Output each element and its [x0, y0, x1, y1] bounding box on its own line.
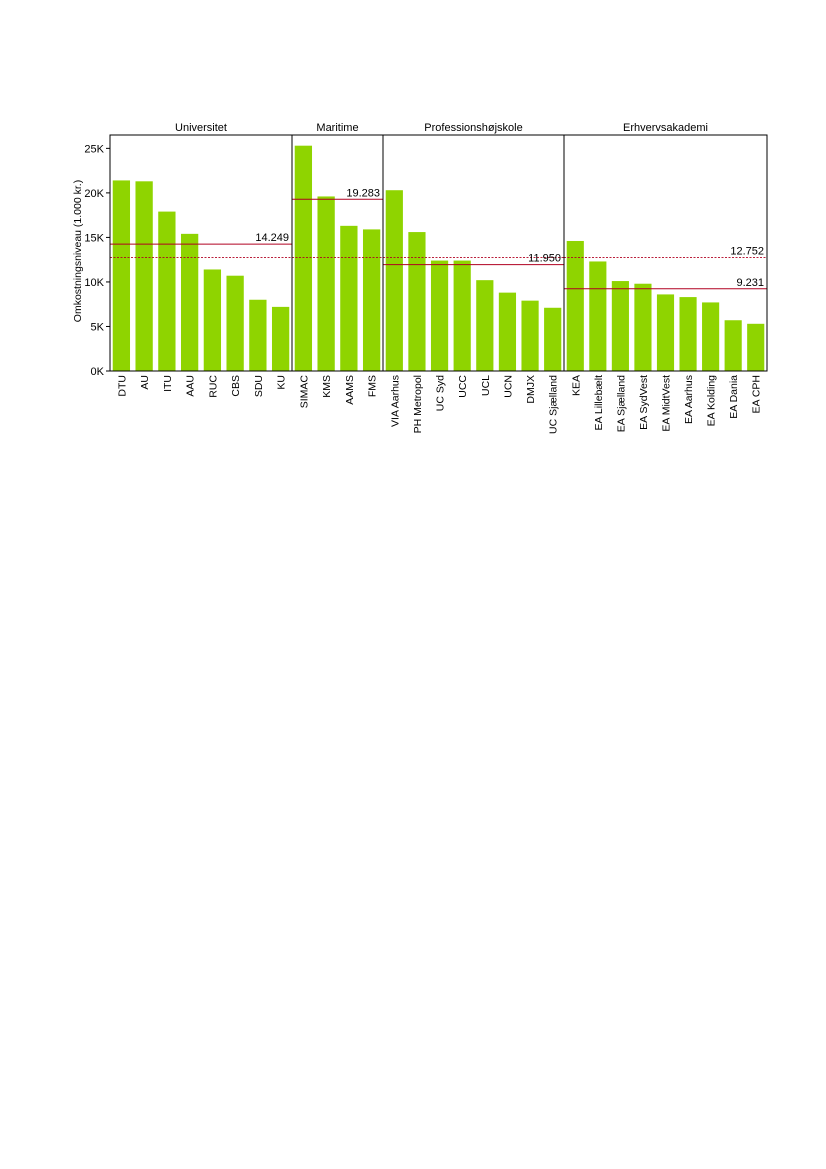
x-tick-label: DTU — [116, 375, 128, 397]
y-tick-label: 25K — [84, 143, 104, 155]
bar — [249, 299, 267, 371]
x-tick-label: AAMS — [344, 375, 356, 405]
bar — [476, 280, 494, 371]
x-tick-label: EA Dania — [728, 375, 740, 419]
x-tick-label: AU — [139, 375, 151, 390]
x-tick-label: VIA Aarhus — [389, 375, 401, 427]
bar — [180, 233, 199, 371]
y-tick-label: 15K — [84, 232, 104, 244]
x-tick-label: DMJX — [525, 375, 537, 404]
panel-mean-label: 9.231 — [736, 277, 764, 289]
x-tick-label: KU — [276, 375, 288, 390]
bar — [362, 229, 381, 371]
panel-3: Erhvervsakademi KEA EA Lillebælt EA Sjællan… — [563, 122, 768, 432]
x-tick-label: EA CPH — [751, 375, 763, 414]
bar — [271, 306, 290, 371]
bar — [408, 232, 426, 371]
x-tick-label: FMS — [367, 375, 379, 397]
x-tick-label: AAU — [185, 375, 197, 397]
x-tick-label: KEA — [570, 375, 582, 396]
y-tick-label: 20K — [84, 188, 104, 200]
x-tick-label: UCN — [502, 375, 514, 398]
bar — [566, 240, 584, 371]
panel-mean-label: 14.249 — [255, 232, 289, 244]
bar — [589, 261, 607, 371]
x-tick-label: PH Metropol — [412, 375, 424, 433]
panel-border — [563, 134, 768, 372]
bar — [226, 275, 244, 371]
bar — [702, 302, 720, 371]
bar — [634, 283, 652, 371]
x-tick-label: ITU — [162, 375, 174, 392]
y-axis-label: Omkostningsniveau (1.000 kr.) — [72, 180, 84, 322]
x-tick-label: EA Sjælland — [615, 375, 627, 432]
y-tick-label: 10K — [84, 277, 104, 289]
x-tick-label: EA Kolding — [706, 375, 718, 427]
bar — [294, 145, 313, 371]
bar — [611, 281, 629, 371]
x-tick-label: EA MidtVest — [661, 375, 673, 432]
bar — [385, 190, 403, 371]
x-tick-label: EA Aarhus — [683, 375, 695, 424]
x-tick-label: RUC — [207, 375, 219, 398]
bar — [430, 260, 449, 371]
panel-0: Universitet DTU AU ITU AAU RUC CBS SDU KU 14.249 — [109, 122, 293, 398]
y-axis: 0K 5K 10K 15K 20K 25K — [84, 143, 110, 378]
bar — [453, 260, 471, 371]
bar — [747, 323, 765, 371]
overall-mean-label: 12.752 — [730, 245, 764, 257]
bar — [544, 307, 562, 371]
bar — [724, 320, 742, 371]
bar — [521, 300, 539, 371]
x-tick-label: UC Sjælland — [548, 375, 560, 434]
bar — [656, 294, 675, 371]
x-tick-label: UC Syd — [435, 375, 447, 411]
panel-2: Professionshøjskole VIA Aarhus PH Metropol… — [382, 122, 565, 434]
bar — [340, 225, 358, 371]
bar — [203, 269, 222, 371]
x-tick-label: SDU — [253, 375, 265, 397]
x-tick-label: CBS — [230, 375, 242, 397]
panel-mean-label: 19.283 — [346, 187, 380, 199]
panel-title: Maritime — [316, 122, 358, 134]
bar — [112, 180, 131, 371]
bar — [317, 196, 335, 371]
panel-title: Professionshøjskole — [424, 122, 522, 134]
panel-title: Universitet — [175, 122, 227, 134]
bar — [158, 211, 176, 371]
panel-1: Maritime SIMAC KMS AAMS FMS 19.283 — [291, 122, 384, 409]
x-tick-label: SIMAC — [298, 375, 310, 409]
bar — [679, 297, 697, 371]
panel-title: Erhvervsakademi — [623, 122, 708, 134]
x-tick-label: UCL — [480, 375, 492, 396]
x-tick-label: UCC — [457, 375, 469, 398]
y-tick-label: 0K — [91, 366, 105, 378]
bar — [498, 292, 517, 371]
x-tick-label: KMS — [321, 375, 333, 398]
x-tick-label: EA SydVest — [638, 375, 650, 430]
panel-mean-label: 11.950 — [528, 253, 561, 265]
y-tick-label: 5K — [91, 321, 105, 333]
bar — [135, 181, 153, 371]
x-tick-label: EA Lillebælt — [593, 375, 605, 431]
